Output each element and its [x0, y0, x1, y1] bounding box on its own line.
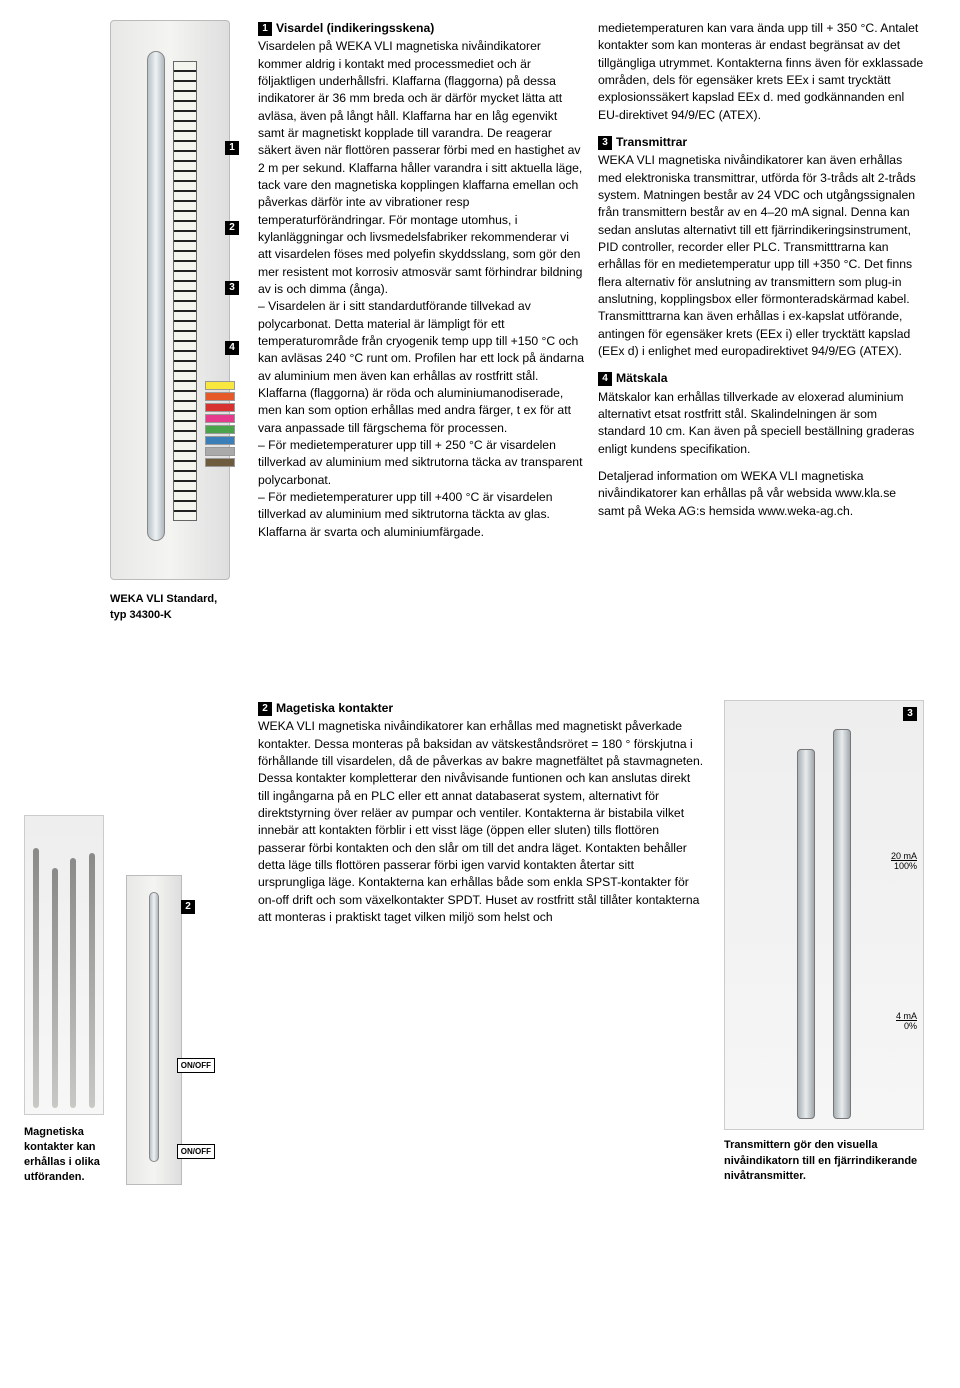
device-scale — [173, 61, 197, 521]
flag — [205, 414, 235, 423]
section-3-title: 3 Transmittrar — [598, 134, 924, 151]
badge-3: 3 — [598, 136, 612, 150]
color-flags — [205, 381, 235, 467]
section-2b-body: medietemperaturen kan vara ända upp till… — [598, 20, 924, 124]
section-1-bullet-2: – För medietemperaturer upp till + 250 °… — [258, 437, 584, 489]
probe — [797, 749, 815, 1119]
transmitter-callout: 3 — [903, 707, 917, 721]
device-tube — [147, 51, 165, 541]
section-1-title-text: Visardel (indikeringsskena) — [276, 21, 434, 35]
contacts-caption: Magnetiska kontakter kan erhållas i olik… — [24, 1125, 114, 1184]
device-column: 1 2 3 4 WEKA VLI Standard, typ 34300-K — [96, 20, 244, 690]
callout-1: 1 — [225, 141, 239, 155]
flag — [205, 447, 235, 456]
callout-2: 2 — [225, 221, 239, 235]
section-2-block: 2 Magetiska kontakter WEKA VLI magnetiska… — [258, 700, 704, 1185]
section-2-title-text: Magetiska kontakter — [276, 701, 393, 715]
text-column-right: medietemperaturen kan vara ända upp till… — [598, 20, 924, 690]
section-4-body: Mätskalor kan erhållas tillverkade av el… — [598, 389, 924, 458]
label-20ma-b: 100% — [894, 861, 917, 871]
probe — [833, 729, 851, 1119]
section-3-body: WEKA VLI magnetiska nivåindikatorer kan … — [598, 152, 924, 360]
badge-1: 1 — [258, 22, 272, 36]
section-2-title: 2 Magetiska kontakter — [258, 700, 704, 717]
device2-tube — [149, 892, 159, 1162]
label-20ma-a: 20 mA — [891, 851, 917, 861]
device2-callout: 2 — [181, 900, 195, 914]
flag — [205, 403, 235, 412]
label-20ma: 20 mA 100% — [891, 851, 917, 872]
section-1-bullet-3: – För medietemperaturer upp till +400 °C… — [258, 489, 584, 541]
wire — [89, 853, 95, 1108]
section-1-body: Visardelen på WEKA VLI magnetiska nivåin… — [258, 38, 584, 298]
onoff-label-1: ON/OFF — [177, 1058, 215, 1073]
flag — [205, 458, 235, 467]
wire — [33, 848, 39, 1108]
section-2-body: WEKA VLI magnetiska nivåindikatorer kan … — [258, 718, 704, 926]
transmitter-group: 3 20 mA 100% 4 mA 0% Transmittern gör de… — [724, 700, 924, 1185]
text-column-left: 1 Visardel (indikeringsskena) Visardelen … — [258, 20, 584, 690]
label-4ma: 4 mA 0% — [896, 1011, 917, 1032]
flag — [205, 392, 235, 401]
vertical-title-column: WEKA VLI komponenter — [24, 20, 82, 690]
wire — [52, 868, 58, 1108]
section-4-title: 4 Mätskala — [598, 370, 924, 387]
transmitter-illustration: 3 20 mA 100% 4 mA 0% — [724, 700, 924, 1130]
lower-right-block: 2 Magetiska kontakter WEKA VLI magnetiska… — [258, 700, 924, 1185]
section-3-title-text: Transmittrar — [616, 135, 687, 149]
contacts-illustration — [24, 815, 104, 1115]
callout-3: 3 — [225, 281, 239, 295]
wire — [70, 858, 76, 1108]
callout-4: 4 — [225, 341, 239, 355]
flag — [205, 381, 235, 390]
flag — [205, 436, 235, 445]
flag — [205, 425, 235, 434]
badge-2: 2 — [258, 702, 272, 716]
footer-text: Detaljerad information om WEKA VLI magne… — [598, 468, 924, 520]
contacts-group: Magnetiska kontakter kan erhållas i olik… — [24, 815, 114, 1184]
lower-left-block: Magnetiska kontakter kan erhållas i olik… — [24, 714, 244, 1185]
transmitter-caption: Transmittern gör den visuella nivåindika… — [724, 1138, 924, 1185]
onoff-label-2: ON/OFF — [177, 1144, 215, 1159]
badge-4: 4 — [598, 372, 612, 386]
section-4-title-text: Mätskala — [616, 371, 668, 385]
section-1-title: 1 Visardel (indikeringsskena) — [258, 20, 584, 37]
device-caption: WEKA VLI Standard, typ 34300-K — [110, 592, 230, 623]
label-4ma-a: 4 mA — [896, 1011, 917, 1021]
label-4ma-b: 0% — [904, 1021, 917, 1031]
device2-illustration: 2 ON/OFF ON/OFF — [126, 875, 182, 1185]
section-1-bullet-1: – Visardelen är i sitt standardutförande… — [258, 298, 584, 437]
device-illustration: 1 2 3 4 — [110, 20, 230, 580]
